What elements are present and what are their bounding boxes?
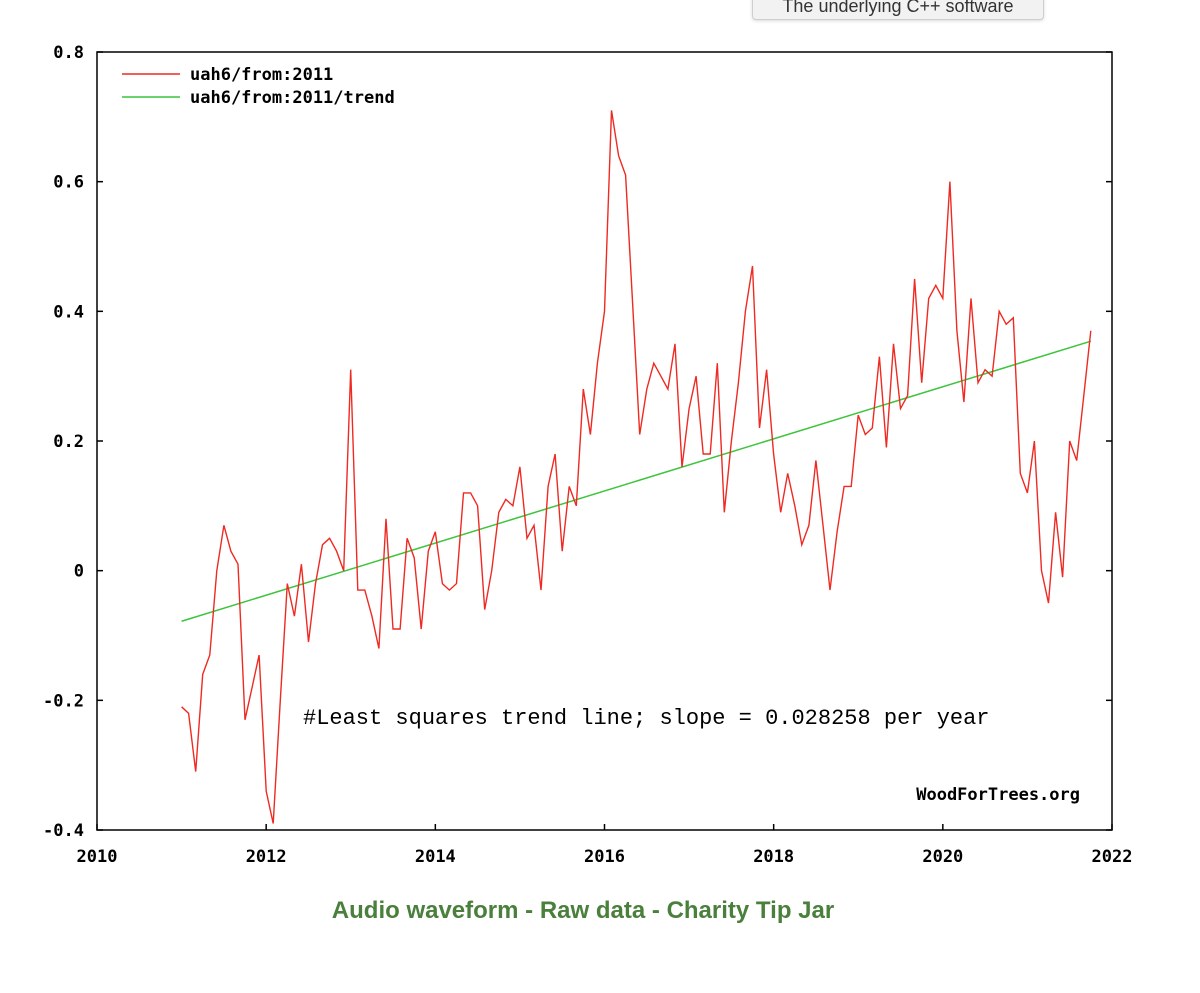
x-tick-label: 2012 <box>246 847 287 867</box>
tooltip-text: The underlying C++ software <box>782 0 1014 16</box>
y-tick-label: 0.2 <box>53 432 84 452</box>
y-tick-label: 0.6 <box>53 173 84 193</box>
footer-links: Audio waveform - Raw data - Charity Tip … <box>0 897 1166 925</box>
legend-label-series: uah6/from:2011 <box>190 65 333 85</box>
separator: - <box>525 897 534 924</box>
series-layer <box>181 110 1092 824</box>
audio-waveform-link[interactable]: Audio waveform <box>331 897 519 924</box>
separator: - <box>651 897 660 924</box>
legend-label-trend: uah6/from:2011/trend <box>190 88 395 108</box>
y-tick-label: -0.4 <box>43 821 84 841</box>
charity-tip-jar-link[interactable]: Charity Tip Jar <box>666 897 835 924</box>
credit-label: WoodForTrees.org <box>916 785 1080 805</box>
y-tick-label: -0.2 <box>43 691 84 711</box>
x-tick-label: 2016 <box>584 847 625 867</box>
x-tick-label: 2020 <box>922 847 963 867</box>
tooltip: The underlying C++ software <box>752 0 1044 20</box>
x-axis: 2010 2012 2014 2016 2018 2020 2022 <box>77 824 1133 867</box>
x-tick-label: 2018 <box>753 847 794 867</box>
legend: uah6/from:2011 uah6/from:2011/trend <box>122 65 395 108</box>
trend-annotation: #Least squares trend line; slope = 0.028… <box>303 706 990 731</box>
raw-data-link[interactable]: Raw data <box>539 897 646 924</box>
y-tick-label: 0.8 <box>53 43 84 63</box>
y-axis: 0.8 0.6 0.4 0.2 0 -0.2 -0.4 <box>43 43 1112 841</box>
x-tick-label: 2014 <box>415 847 456 867</box>
y-tick-label: 0.4 <box>53 302 84 322</box>
chart: 0.80.60.40.20-0.2-0.4 2010 2012 2014 2016 20… <box>43 43 1133 867</box>
x-tick-label: 2022 <box>1092 847 1133 867</box>
y-tick-label: 0 <box>74 562 84 582</box>
series-line-uah6 <box>181 110 1092 824</box>
x-tick-label: 2010 <box>77 847 118 867</box>
series-line-trend <box>181 340 1092 622</box>
